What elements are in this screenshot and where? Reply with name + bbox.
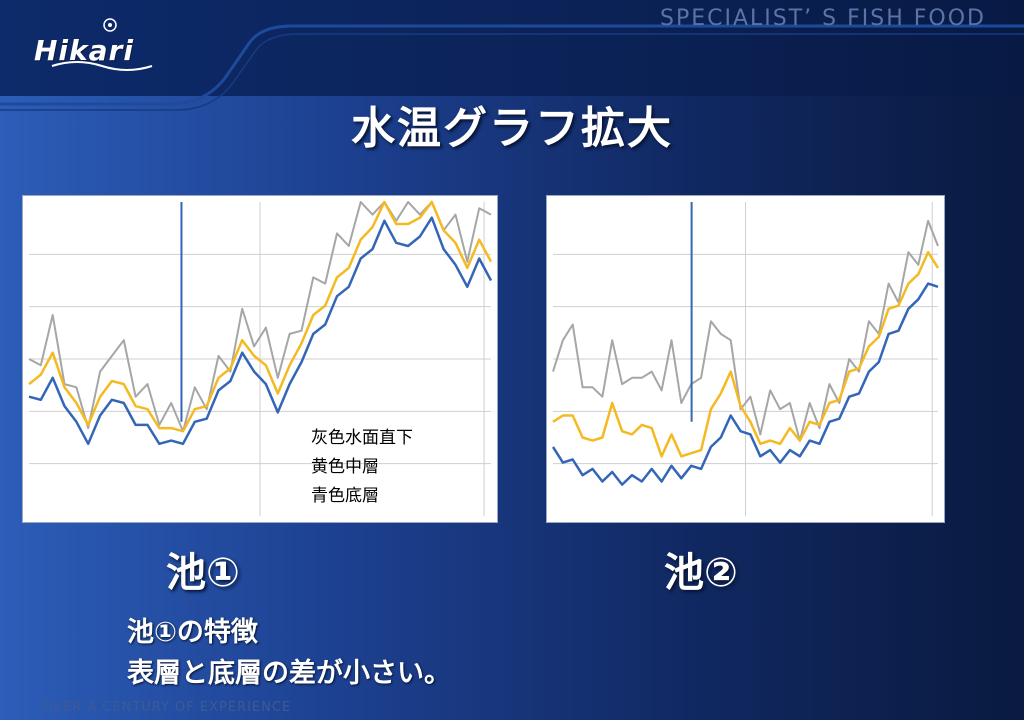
slide-title: 水温グラフ拡大 bbox=[351, 103, 673, 154]
series-line-surface-pond-1 bbox=[28, 201, 492, 433]
header-tagline: SPECIALIST’ S FISH FOOD bbox=[660, 6, 986, 31]
chart-pond-2 bbox=[546, 195, 945, 523]
series-line-middle-pond-1 bbox=[28, 200, 493, 433]
series-line-surface-pond-2 bbox=[552, 219, 939, 442]
chart-pond-2-plot bbox=[551, 202, 940, 516]
series-line-bottom-pond-1 bbox=[28, 216, 493, 446]
hikari-logo bbox=[22, 16, 172, 78]
header-bar bbox=[0, 0, 1024, 96]
note-heading: 池①の特徴 bbox=[127, 617, 258, 648]
chart-legend: 灰色水面直下 黄色中層 青色底層 bbox=[311, 424, 413, 511]
note-text: 表層と底層の差が小さい。 bbox=[127, 658, 451, 689]
chart-pond-1: 灰色水面直下 黄色中層 青色底層 bbox=[22, 195, 498, 523]
legend-surface: 灰色水面直下 bbox=[311, 428, 413, 448]
series-line-middle-pond-2 bbox=[552, 250, 940, 458]
pond-1-label: 池① bbox=[166, 550, 240, 596]
chart-pond-1-plot bbox=[28, 200, 493, 516]
legend-bottom: 青色底層 bbox=[311, 486, 379, 506]
logo-text: Hikari bbox=[34, 34, 134, 67]
pond-2-label: 池② bbox=[664, 550, 738, 596]
legend-middle: 黄色中層 bbox=[311, 457, 379, 477]
footer-tagline: OVER A CENTURY OF EXPERIENCE bbox=[42, 700, 292, 715]
series-line-bottom-pond-2 bbox=[551, 282, 939, 486]
